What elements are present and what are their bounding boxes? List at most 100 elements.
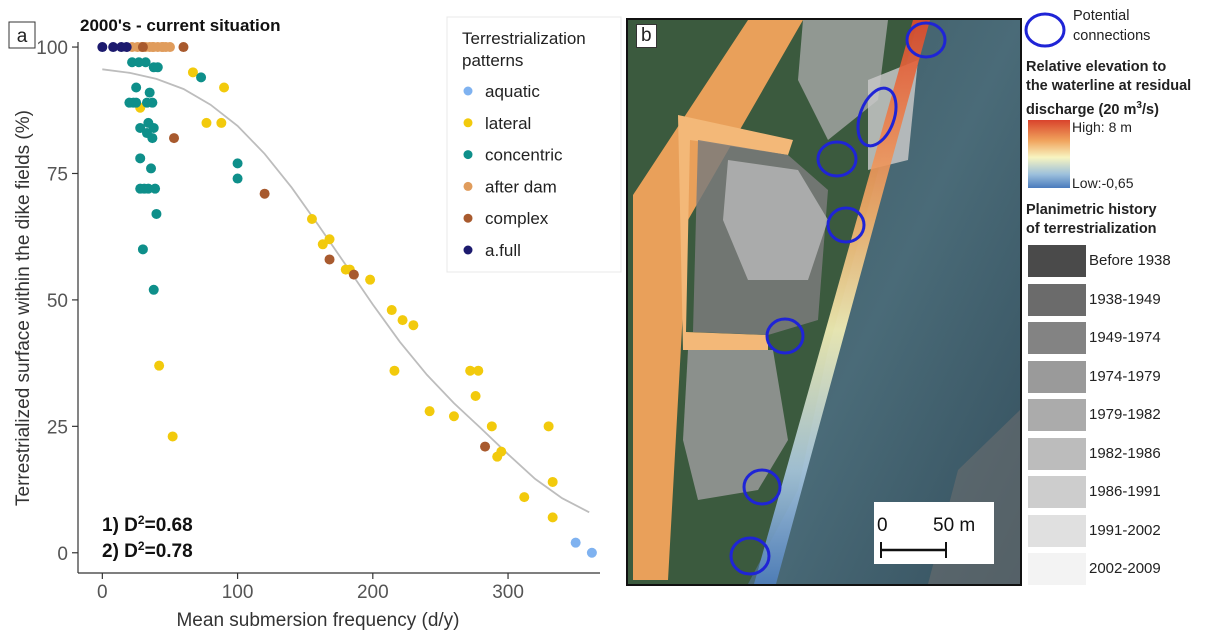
history-swatch: [1028, 245, 1086, 277]
point-complex: [348, 269, 359, 280]
map-panel: 0 50 m b: [626, 18, 1022, 586]
point-concentric: [147, 97, 158, 108]
connection-circle-2: [856, 86, 898, 148]
history-swatch: [1028, 476, 1086, 508]
history-label: 1979-1982: [1089, 406, 1161, 423]
point-complex: [178, 42, 189, 53]
main-dike-line: [754, 20, 930, 584]
chart-title: 2000's - current situation: [80, 16, 281, 35]
terrestrialized-zone-3: [683, 350, 788, 500]
connection-circle-7: [729, 536, 771, 576]
legend-marker-a-full: [463, 245, 473, 255]
legend-marker-lateral: [463, 118, 473, 128]
point-after-dam: [158, 42, 169, 53]
panel-tag-b: b: [636, 24, 657, 48]
point-a-full: [108, 42, 119, 53]
point-lateral: [547, 476, 558, 487]
point-concentric: [232, 158, 243, 169]
x-axis-label: Mean submersion frequency (d/y): [176, 610, 459, 631]
x-tick-label: 300: [492, 582, 524, 603]
point-lateral: [167, 431, 178, 442]
point-concentric: [148, 284, 159, 295]
elevation-title-line-3: discharge (20 m3/s): [1026, 100, 1159, 118]
history-label: 1949-1974: [1089, 329, 1161, 346]
potential-connections-label-1: Potential: [1073, 8, 1130, 24]
x-tick-label: 0: [97, 582, 108, 603]
history-title-line-1: Planimetric history: [1026, 202, 1157, 218]
point-lateral: [448, 411, 459, 422]
chart-legend: Terrestrialization patterns aquatic later…: [446, 16, 622, 273]
point-lateral: [465, 365, 476, 376]
panel-tag-box: [8, 21, 36, 49]
aerial-map: 0 50 m: [628, 20, 1020, 584]
point-concentric: [150, 183, 161, 194]
point-lateral: [408, 320, 419, 331]
point-complex: [324, 254, 335, 265]
point-concentric: [196, 72, 207, 83]
legend-marker-after-dam: [463, 181, 473, 191]
y-axis-label: Terrestrialized surface within the dike …: [13, 110, 34, 506]
point-concentric: [137, 244, 148, 255]
legend-title-line-1: Terrestrialization: [462, 29, 586, 48]
elevation-color-ramp: [1028, 120, 1070, 188]
point-concentric: [152, 62, 163, 73]
history-swatch: [1028, 514, 1086, 547]
point-concentric: [146, 163, 157, 174]
point-lateral: [365, 274, 376, 285]
point-lateral: [397, 315, 408, 326]
point-lateral: [543, 421, 554, 432]
map-legend: Potential connections Relative elevation…: [1022, 0, 1228, 633]
connection-circle-1: [905, 21, 947, 59]
x-tick-label: 100: [222, 582, 254, 603]
point-complex: [137, 42, 148, 53]
point-lateral: [154, 360, 165, 371]
point-concentric: [147, 133, 158, 144]
point-lateral: [424, 406, 435, 417]
y-tick-label: 75: [47, 164, 68, 185]
history-label: 2002-2009: [1089, 560, 1161, 577]
connection-circle-5: [765, 317, 805, 355]
point-lateral: [216, 117, 227, 128]
potential-connection-symbol: [1024, 12, 1066, 48]
legend-marker-concentric: [463, 150, 473, 160]
x-tick-label: 200: [357, 582, 389, 603]
potential-connections-label-2: connections: [1073, 28, 1151, 44]
history-swatch: [1028, 399, 1086, 431]
terrestrialized-zone-2: [723, 160, 828, 280]
point-aquatic: [586, 547, 597, 558]
y-tick-label: 0: [57, 544, 68, 565]
dike-orange-top: [633, 20, 803, 580]
point-concentric: [135, 153, 146, 164]
point-lateral: [219, 82, 230, 93]
history-label: 1982-1986: [1089, 444, 1161, 462]
legend-marker-complex: [463, 213, 473, 223]
history-swatch: [1028, 360, 1086, 393]
elevation-low-label: Low:-0,65: [1072, 175, 1134, 191]
legend-marker-aquatic: [463, 86, 473, 96]
legend-label-concentric: concentric: [485, 146, 563, 165]
legend-label-lateral: lateral: [485, 114, 531, 133]
scale-bar-start-label: 0: [877, 515, 888, 536]
point-lateral: [187, 67, 198, 78]
point-lateral: [547, 512, 558, 523]
point-a-full: [97, 42, 108, 53]
history-label: 1938-1949: [1089, 290, 1161, 308]
point-lateral: [324, 234, 335, 245]
connection-circle-6: [742, 468, 782, 506]
y-tick-label: 50: [47, 291, 68, 312]
history-label: 1974-1979: [1089, 367, 1161, 385]
point-lateral: [470, 391, 481, 401]
legend-label-after-dam: after dam: [485, 177, 557, 196]
legend-frame: [446, 16, 622, 273]
point-concentric: [140, 57, 151, 68]
elevation-title-line-2: the waterline at residual: [1026, 78, 1192, 94]
river-water: [748, 20, 1020, 584]
point-complex: [259, 188, 270, 199]
point-a-full: [121, 42, 132, 53]
panel-tag-a: a: [17, 26, 28, 47]
history-swatch: [1028, 553, 1086, 585]
point-concentric: [148, 122, 159, 133]
point-complex: [480, 441, 491, 452]
d2-annotation-1: 1) D2=0.68: [102, 513, 193, 536]
y-tick-label: 100: [36, 38, 68, 59]
